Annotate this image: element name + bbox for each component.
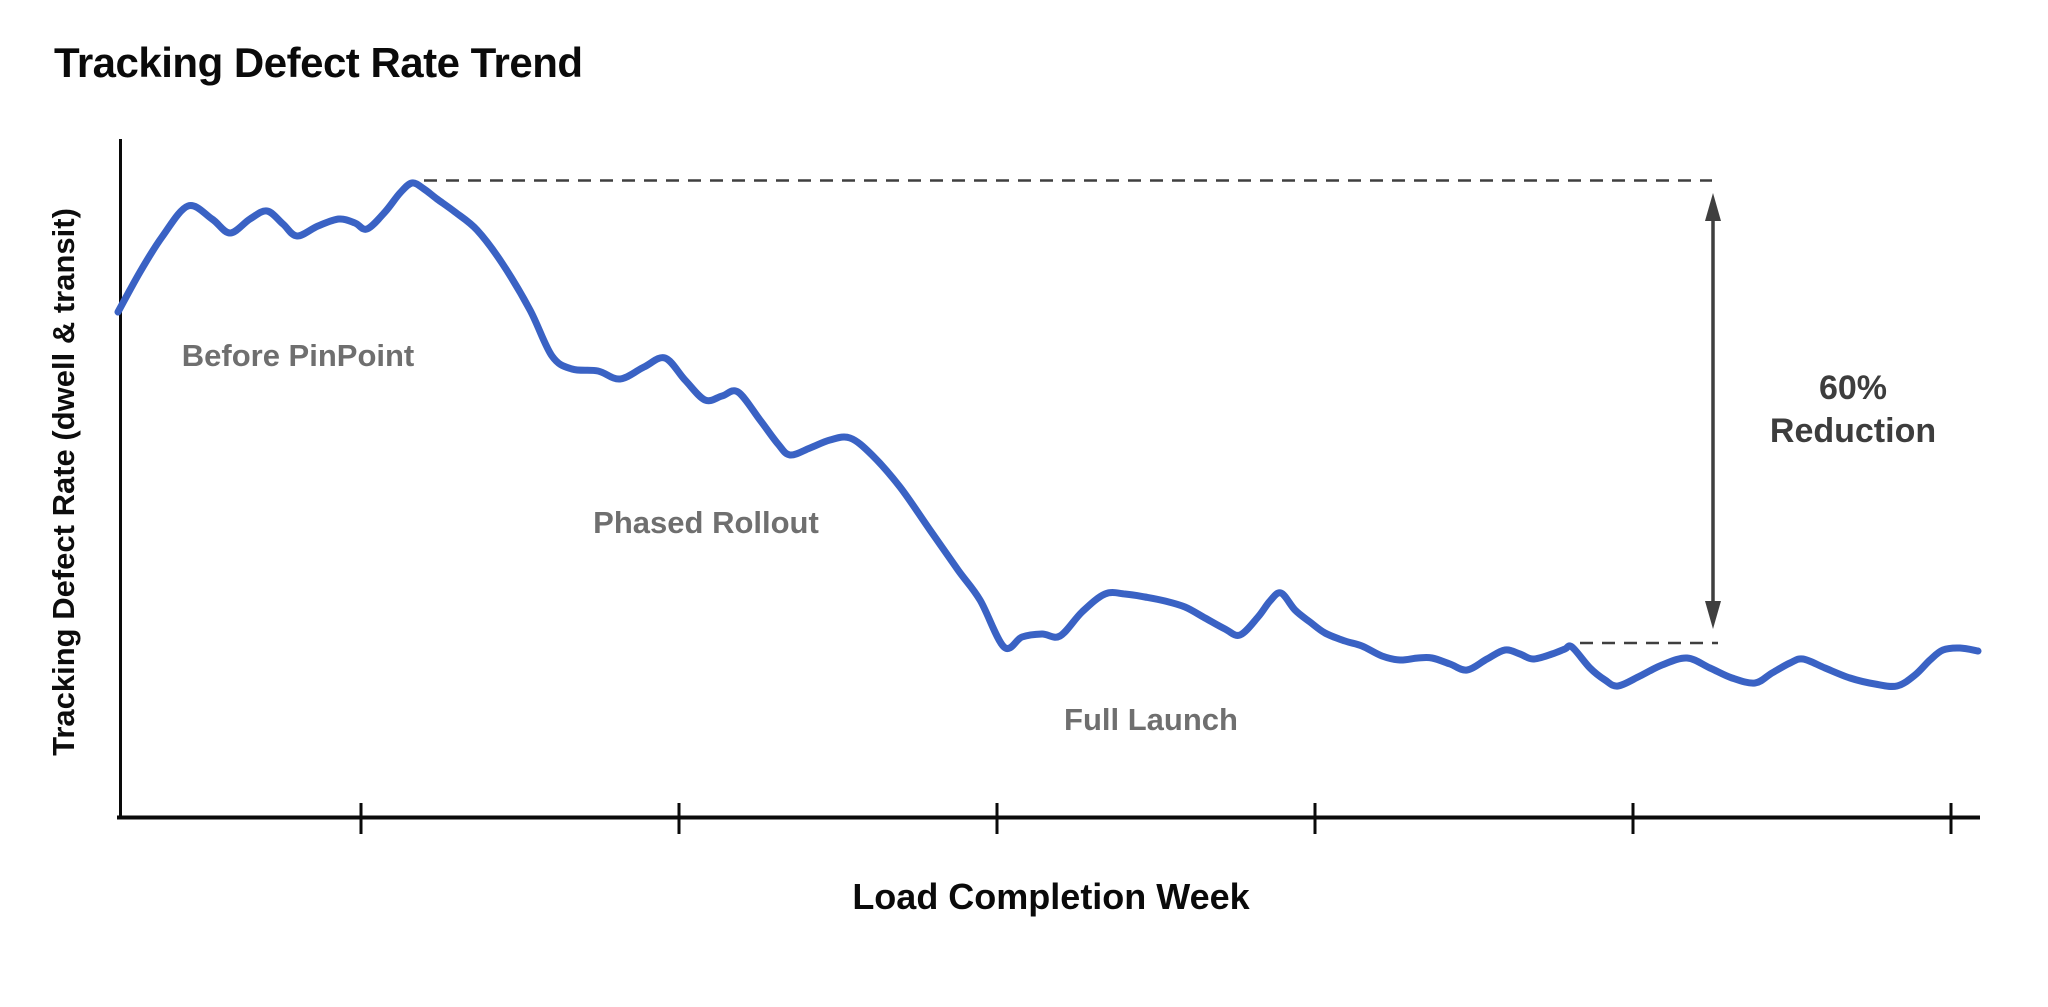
phase-label-before-pinpoint: Before PinPoint bbox=[181, 338, 415, 373]
reduction-callout-value: 60% bbox=[1818, 369, 1888, 407]
reduction-callout-text: Reduction bbox=[1769, 412, 1937, 450]
reduction-callout: 60% Reduction bbox=[1770, 367, 1936, 453]
defect-rate-curve bbox=[114, 179, 1982, 691]
phase-label-phased-rollout: Phased Rollout bbox=[593, 505, 819, 540]
y-axis-label: Tracking Defect Rate (dwell & transit) bbox=[46, 208, 81, 756]
arrowhead-up-icon bbox=[1705, 193, 1721, 221]
x-axis-label: Load Completion Week bbox=[852, 876, 1250, 917]
chart-title: Tracking Defect Rate Trend bbox=[54, 39, 583, 86]
phase-label-full-launch: Full Launch bbox=[1064, 702, 1238, 737]
arrowhead-down-icon bbox=[1705, 601, 1721, 629]
